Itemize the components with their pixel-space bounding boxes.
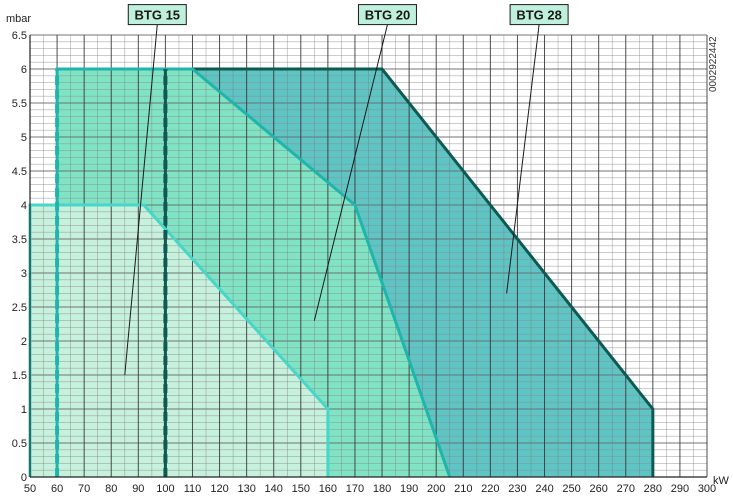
x-tick-label: 260 [590,483,608,495]
x-tick-label: 100 [156,483,174,495]
y-tick-label: 4.5 [12,166,27,178]
x-tick-label: 160 [319,483,337,495]
x-tick-label: 230 [508,483,526,495]
x-tick-label: 130 [237,483,255,495]
x-tick-label: 220 [481,483,499,495]
series-label-btg-15: BTG 15 [124,4,187,376]
y-tick-labels: 0 0.5 1 1.5 2 2.5 3 3.5 4 4.5 5 5.5 6 6.5 [12,30,27,484]
x-tick-label: 250 [562,483,580,495]
y-tick-label: 2.5 [12,302,27,314]
x-tick-label: 140 [265,483,283,495]
y-tick-label: 3.5 [12,234,27,246]
axes [29,35,707,478]
x-tick-label: 110 [184,483,202,495]
y-tick-label: 0 [21,472,27,484]
x-axis-unit: kW [713,475,730,487]
x-tick-label: 150 [292,483,310,495]
y-axis-unit: mbar [6,13,31,25]
y-tick-label: 6.5 [12,30,27,42]
y-tick-label: 5 [21,132,27,144]
x-tick-label: 200 [427,483,445,495]
y-tick-label: 4 [21,200,27,212]
label-text: BTG 20 [365,8,411,23]
x-tick-label: 120 [210,483,228,495]
y-tick-label: 0.5 [12,438,27,450]
y-tick-label: 1.5 [12,370,27,382]
leader-line [313,24,388,321]
x-tick-label: 290 [671,483,689,495]
x-tick-label: 50 [24,483,36,495]
x-tick-label: 210 [454,483,472,495]
label-text: BTG 28 [516,8,562,23]
label-text: BTG 15 [135,8,181,23]
series-label-btg-20: BTG 20 [313,4,417,321]
label-box [127,4,187,26]
x-tick-label: 270 [617,483,635,495]
x-tick-label: 190 [400,483,418,495]
label-box [357,4,417,26]
x-tick-label: 240 [535,483,553,495]
leader-line [506,24,540,294]
drawing-code: 0002922442 [708,36,719,92]
y-tick-label: 5.5 [12,98,27,110]
x-tick-label: 70 [78,483,90,495]
y-tick-label: 3 [21,268,27,280]
x-tick-label: 300 [698,483,716,495]
leader-line [124,24,158,376]
label-box [509,4,569,26]
x-tick-label: 170 [346,483,364,495]
x-tick-label: 280 [644,483,662,495]
x-tick-label: 180 [373,483,391,495]
x-tick-labels: 50 60 70 80 90 100 110 120 130 140 150 160 170 180 190… [24,483,716,495]
y-tick-label: 1 [21,404,27,416]
y-tick-label: 6 [21,64,27,76]
x-tick-label: 80 [105,483,117,495]
x-tick-label: 60 [51,483,63,495]
y-tick-label: 2 [21,336,27,348]
series-label-btg-28: BTG 28 [506,4,569,294]
series-annotations: BTG 15 BTG 20 BTG 28 [124,4,569,376]
minimum-output-lines [55,69,168,477]
x-tick-label: 90 [132,483,144,495]
